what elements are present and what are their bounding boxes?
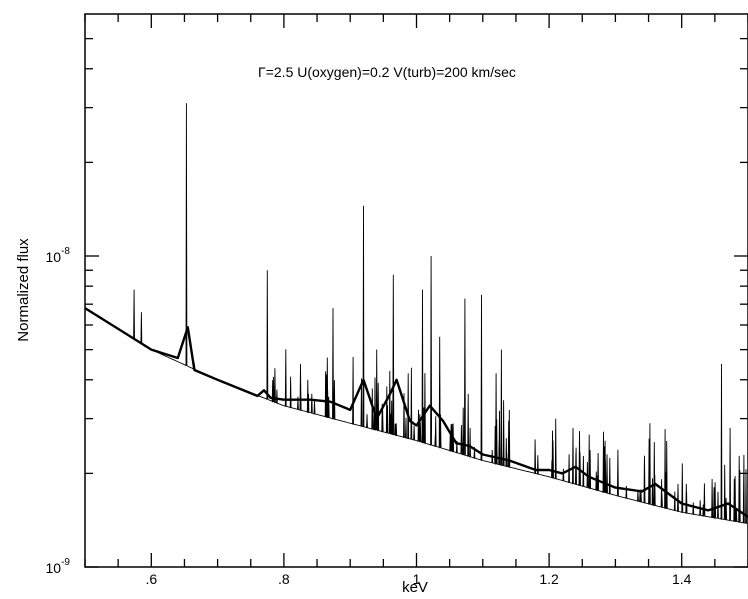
x-tick-label: .8 <box>278 571 290 587</box>
y-tick-labels: 10-910-8 <box>46 246 71 576</box>
y-tick-label-base: 10 <box>46 560 62 576</box>
y-tick-label-exponent: -8 <box>61 246 70 257</box>
series-thick-spectrum <box>84 307 748 518</box>
x-tick-labels: .6 .8 1 1.2 1.4 <box>145 571 691 587</box>
thin-spectrum-line <box>84 103 748 525</box>
x-axis-title: keV <box>402 579 428 596</box>
y-tick-label: 10-8 <box>46 246 71 265</box>
axis-ticks <box>84 14 748 568</box>
thick-spectrum-line <box>84 307 748 518</box>
series-thin-spectrum <box>84 103 748 525</box>
x-tick-label: .6 <box>145 571 157 587</box>
y-tick-label-base: 10 <box>46 249 62 265</box>
chart-annotation: Γ=2.5 U(oxygen)=0.2 V(turb)=200 km/sec <box>258 64 516 80</box>
y-tick-label: 10-9 <box>46 557 71 576</box>
y-axis-title: Normalized flux <box>15 238 32 342</box>
x-tick-label: 1.2 <box>539 571 559 587</box>
y-tick-label-exponent: -9 <box>61 557 70 568</box>
x-tick-label: 1.4 <box>672 571 692 587</box>
x-tick-label: 1 <box>413 571 421 587</box>
